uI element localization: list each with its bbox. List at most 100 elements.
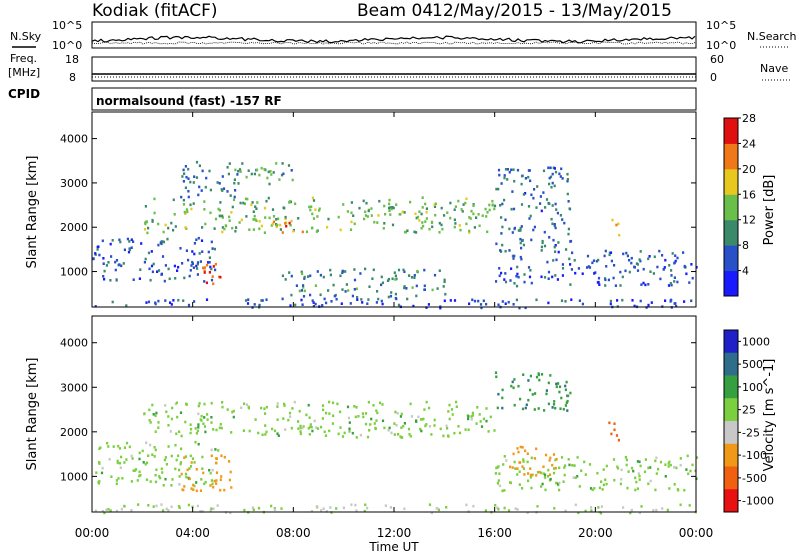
power-colorbar-tick-label: 24 bbox=[742, 137, 756, 150]
velocity-cell-3 bbox=[605, 464, 608, 468]
power-cell-6 bbox=[411, 286, 414, 289]
power-cell-7 bbox=[516, 272, 519, 276]
velocity-cell-4 bbox=[529, 467, 532, 470]
power-cell-6 bbox=[393, 271, 396, 274]
velocity-cell-3 bbox=[584, 473, 587, 476]
power-cell-6 bbox=[394, 278, 397, 281]
power-cell-10 bbox=[375, 301, 378, 304]
velocity-cell-7 bbox=[187, 503, 190, 507]
power-cell-0 bbox=[367, 209, 370, 213]
velocity-colorbar-swatch bbox=[724, 489, 738, 513]
power-cell-2 bbox=[187, 195, 190, 199]
power-cell-10 bbox=[169, 301, 172, 304]
velocity-cell-2 bbox=[215, 461, 218, 465]
power-colorbar-tick-label: 12 bbox=[742, 214, 756, 227]
power-cell-10 bbox=[349, 302, 352, 305]
velocity-cell-7 bbox=[350, 503, 353, 506]
power-cell-0 bbox=[433, 203, 436, 207]
power-cell-2 bbox=[241, 162, 244, 165]
power-cell-8 bbox=[554, 170, 558, 174]
velocity-cell-1 bbox=[195, 481, 198, 484]
power-cell-8 bbox=[527, 175, 530, 179]
velocity-cell-3 bbox=[637, 472, 640, 475]
power-cell-2 bbox=[200, 189, 203, 192]
power-cell-2 bbox=[238, 168, 242, 171]
velocity-cell-3 bbox=[630, 466, 634, 470]
velocity-cell-3 bbox=[496, 482, 499, 485]
power-cell-2 bbox=[181, 175, 184, 178]
power-cell-7 bbox=[652, 272, 655, 275]
power-cell-0 bbox=[434, 202, 437, 206]
velocity-cell-7 bbox=[354, 503, 357, 507]
power-cell-4 bbox=[195, 238, 198, 242]
velocity-cell-0 bbox=[332, 414, 335, 418]
velocity-cell-3 bbox=[563, 473, 566, 477]
power-cell-8 bbox=[542, 169, 546, 173]
power-cell-8 bbox=[553, 184, 556, 188]
power-cell-10 bbox=[449, 299, 452, 302]
power-cell-4 bbox=[196, 262, 199, 266]
power-cell-6 bbox=[438, 269, 441, 272]
power-cell-10 bbox=[177, 298, 180, 302]
velocity-cell-1 bbox=[128, 445, 131, 449]
velocity-cell-0 bbox=[305, 413, 308, 417]
power-cell-7 bbox=[592, 259, 596, 262]
power-colorbar-swatch bbox=[724, 168, 738, 195]
velocity-cell-3 bbox=[673, 466, 676, 469]
velocity-cell-0 bbox=[467, 428, 470, 431]
power-cell-4 bbox=[187, 258, 190, 262]
power-cell-7 bbox=[588, 266, 592, 269]
power-cell-10 bbox=[312, 305, 315, 308]
power-cell-0 bbox=[469, 217, 472, 220]
velocity-cell-0 bbox=[165, 410, 168, 414]
y-tick-label: 1000 bbox=[60, 470, 88, 483]
power-cell-7 bbox=[554, 250, 557, 253]
velocity-cell-0 bbox=[467, 415, 470, 418]
velocity-cell-7 bbox=[629, 511, 632, 515]
power-cell-7 bbox=[662, 267, 665, 271]
power-cell-0 bbox=[389, 206, 392, 209]
velocity-cell-1 bbox=[154, 448, 157, 452]
power-cell-8 bbox=[542, 191, 545, 194]
velocity-cell-1 bbox=[130, 454, 133, 458]
velocity-cell-1 bbox=[189, 454, 192, 458]
velocity-cell-0 bbox=[174, 402, 177, 406]
power-cell-3 bbox=[278, 178, 281, 181]
power-cell-2 bbox=[189, 180, 192, 184]
velocity-cell-4 bbox=[529, 473, 532, 477]
velocity-cell-3 bbox=[664, 463, 667, 466]
velocity-cell-1 bbox=[147, 454, 150, 457]
velocity-cell-0 bbox=[470, 415, 473, 418]
power-cell-10 bbox=[157, 299, 160, 303]
power-cell-8 bbox=[561, 218, 564, 221]
power-cell-2 bbox=[205, 176, 208, 180]
power-cell-6 bbox=[307, 275, 310, 278]
velocity-cell-3 bbox=[620, 478, 623, 481]
velocity-cell-3 bbox=[536, 471, 540, 474]
velocity-cell-0 bbox=[375, 409, 378, 412]
noise-right-label: N.Search bbox=[747, 30, 797, 43]
velocity-cell-0 bbox=[298, 409, 301, 413]
velocity-cell-2 bbox=[195, 489, 198, 493]
power-cell-10 bbox=[690, 299, 693, 303]
power-cell-0 bbox=[454, 222, 457, 225]
power-cell-10 bbox=[125, 304, 128, 307]
power-cell-0 bbox=[425, 210, 428, 214]
velocity-cell-6 bbox=[564, 388, 567, 392]
velocity-ylabel: Slant Range [km] bbox=[25, 358, 40, 471]
power-cell-0 bbox=[461, 210, 464, 213]
power-cell-0 bbox=[395, 203, 398, 206]
power-cell-8 bbox=[554, 226, 557, 230]
velocity-cell-7 bbox=[688, 504, 691, 507]
power-cell-0 bbox=[282, 206, 285, 209]
power-cell-4 bbox=[161, 255, 165, 258]
velocity-cell-0 bbox=[231, 410, 234, 414]
power-cell-9 bbox=[611, 218, 614, 222]
velocity-cell-0 bbox=[219, 423, 222, 426]
power-cell-4 bbox=[110, 255, 113, 258]
velocity-cell-4 bbox=[524, 449, 527, 453]
power-cell-7 bbox=[570, 268, 573, 271]
velocity-cell-3 bbox=[598, 486, 601, 490]
power-cell-8 bbox=[551, 204, 554, 207]
power-cell-4 bbox=[103, 277, 106, 281]
